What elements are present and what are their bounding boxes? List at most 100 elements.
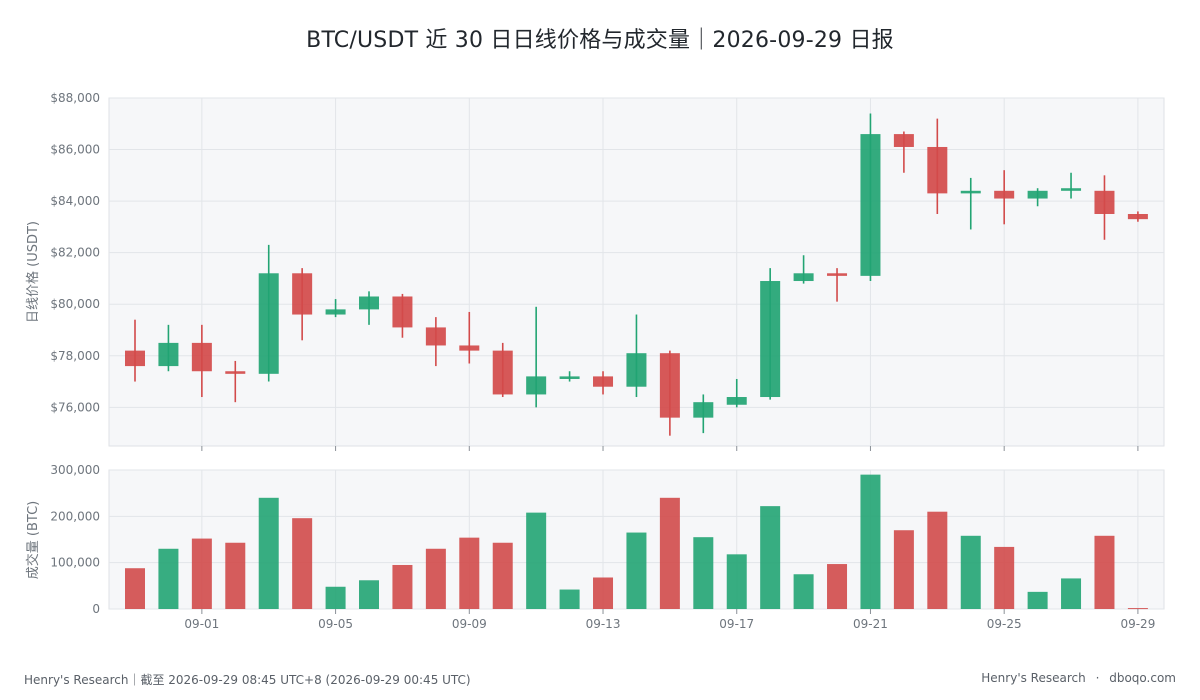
candle-body <box>559 376 580 379</box>
candle <box>359 291 380 325</box>
chart-title: BTC/USDT 近 30 日日线价格与成交量｜2026-09-29 日报 <box>306 28 894 53</box>
volume-bar <box>225 542 246 609</box>
candle-body <box>392 296 413 328</box>
candle-body <box>927 146 948 194</box>
footer-brand: Henry's Research · dboqo.com <box>981 671 1176 685</box>
volume-bar <box>960 535 981 609</box>
candle-body <box>1127 214 1148 220</box>
volume-bar <box>893 530 914 609</box>
volume-bar <box>659 497 680 609</box>
x-tick-label: 09-01 <box>184 617 219 631</box>
candle <box>425 317 446 367</box>
candle <box>893 131 914 173</box>
volume-bar <box>392 564 413 609</box>
volume-bar <box>827 564 848 609</box>
candle <box>158 324 179 372</box>
x-tick-label: 09-05 <box>318 617 353 631</box>
candle <box>191 324 212 398</box>
volume-bar <box>793 574 814 609</box>
volume-bar <box>325 586 346 609</box>
volume-bar <box>1127 608 1148 610</box>
volume-bar <box>191 538 212 609</box>
candle <box>927 118 948 214</box>
candle <box>626 314 647 398</box>
candle-body <box>593 376 614 387</box>
price-y-tick-label: $78,000 <box>50 349 100 363</box>
candle <box>225 360 246 403</box>
candlestick-series <box>125 113 1148 436</box>
volume-bar <box>1061 578 1082 609</box>
volume-bar-series <box>125 474 1148 610</box>
candle-body <box>827 273 848 276</box>
candle <box>1094 175 1115 240</box>
volume-bar <box>559 589 580 609</box>
volume-bar <box>927 511 948 609</box>
x-tick-label: 09-29 <box>1120 617 1155 631</box>
volume-y-axis-label: 成交量 (BTC) <box>25 501 41 579</box>
candle-body <box>325 309 346 315</box>
candle-body <box>459 345 480 351</box>
candle-body <box>659 353 680 418</box>
candle-body <box>526 376 547 395</box>
volume-y-tick-label: 200,000 <box>50 509 100 523</box>
volume-bar <box>459 537 480 609</box>
volume-bar <box>492 542 513 609</box>
volume-y-tick-label: 100,000 <box>50 556 100 570</box>
candle <box>1127 211 1148 222</box>
candle-body <box>860 134 881 276</box>
candle-body <box>693 402 714 418</box>
volume-bar <box>258 497 279 609</box>
x-tick-label: 09-21 <box>853 617 888 631</box>
candle-body <box>125 350 145 367</box>
candle-body <box>225 371 246 374</box>
candle-body <box>258 273 279 374</box>
candle <box>559 371 580 382</box>
candle <box>960 177 981 230</box>
candle <box>1061 172 1082 199</box>
footer-separator: · <box>1095 671 1100 685</box>
candle <box>760 268 781 400</box>
candle-body <box>1027 190 1048 199</box>
candle-body <box>158 342 179 367</box>
candle-body <box>1094 190 1115 214</box>
candle-body <box>359 296 380 310</box>
candle-body <box>626 353 647 387</box>
volume-y-axis: 0 100,000 200,000 300,000 <box>50 463 100 616</box>
candle-body <box>893 134 914 147</box>
candle-body <box>793 273 814 282</box>
volume-bar <box>359 580 380 609</box>
volume-bar <box>626 532 647 609</box>
volume-bar <box>526 512 547 609</box>
x-tick-label: 09-25 <box>987 617 1022 631</box>
candle <box>860 113 881 282</box>
candle <box>392 293 413 338</box>
candle <box>125 319 145 382</box>
candle <box>526 306 547 408</box>
candle <box>1027 188 1048 207</box>
volume-bar <box>994 546 1015 609</box>
price-y-tick-label: $86,000 <box>50 143 100 157</box>
footer-brand-name: Henry's Research <box>981 671 1086 685</box>
volume-y-tick-label: 300,000 <box>50 463 100 477</box>
candle <box>659 350 680 436</box>
x-tick-label: 09-17 <box>719 617 754 631</box>
volume-bar <box>693 537 714 609</box>
volume-bar <box>158 548 179 609</box>
candle-body <box>1061 188 1082 191</box>
price-y-tick-label: $84,000 <box>50 194 100 208</box>
price-gridlines <box>109 97 1164 446</box>
volume-bar <box>292 518 313 609</box>
volume-bar <box>1027 591 1048 609</box>
candle-body <box>425 327 446 346</box>
volume-bar <box>425 548 446 609</box>
price-y-tick-label: $82,000 <box>50 246 100 260</box>
candle <box>593 371 614 395</box>
price-y-tick-label: $76,000 <box>50 400 100 414</box>
candle <box>726 378 747 408</box>
candle <box>325 299 346 318</box>
candle-body <box>960 190 981 194</box>
candle-body <box>292 273 313 315</box>
candle <box>793 255 814 284</box>
volume-bar <box>760 506 781 609</box>
